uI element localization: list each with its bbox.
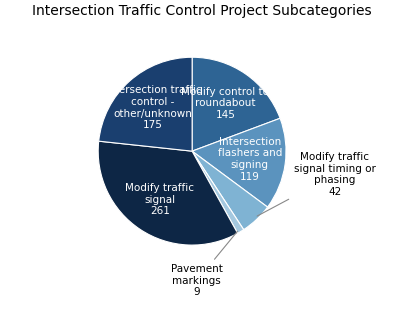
Wedge shape bbox=[192, 118, 286, 207]
Wedge shape bbox=[192, 151, 244, 233]
Text: Modify traffic
signal
261: Modify traffic signal 261 bbox=[125, 183, 194, 216]
Wedge shape bbox=[99, 57, 192, 151]
Text: Modify control to
roundabout
145: Modify control to roundabout 145 bbox=[181, 87, 269, 120]
Text: Modify traffic
signal timing or
phasing
42: Modify traffic signal timing or phasing … bbox=[257, 152, 376, 216]
Wedge shape bbox=[192, 57, 280, 151]
Text: Pavement
markings
9: Pavement markings 9 bbox=[171, 231, 237, 297]
Text: Intersection
flashers and
signing
119: Intersection flashers and signing 119 bbox=[218, 137, 282, 182]
Wedge shape bbox=[98, 141, 238, 245]
Title: Intersection Traffic Control Project Subcategories: Intersection Traffic Control Project Sub… bbox=[32, 4, 371, 18]
Text: Intersection traffic
control -
other/unknown
175: Intersection traffic control - other/unk… bbox=[105, 85, 202, 130]
Wedge shape bbox=[192, 151, 268, 230]
